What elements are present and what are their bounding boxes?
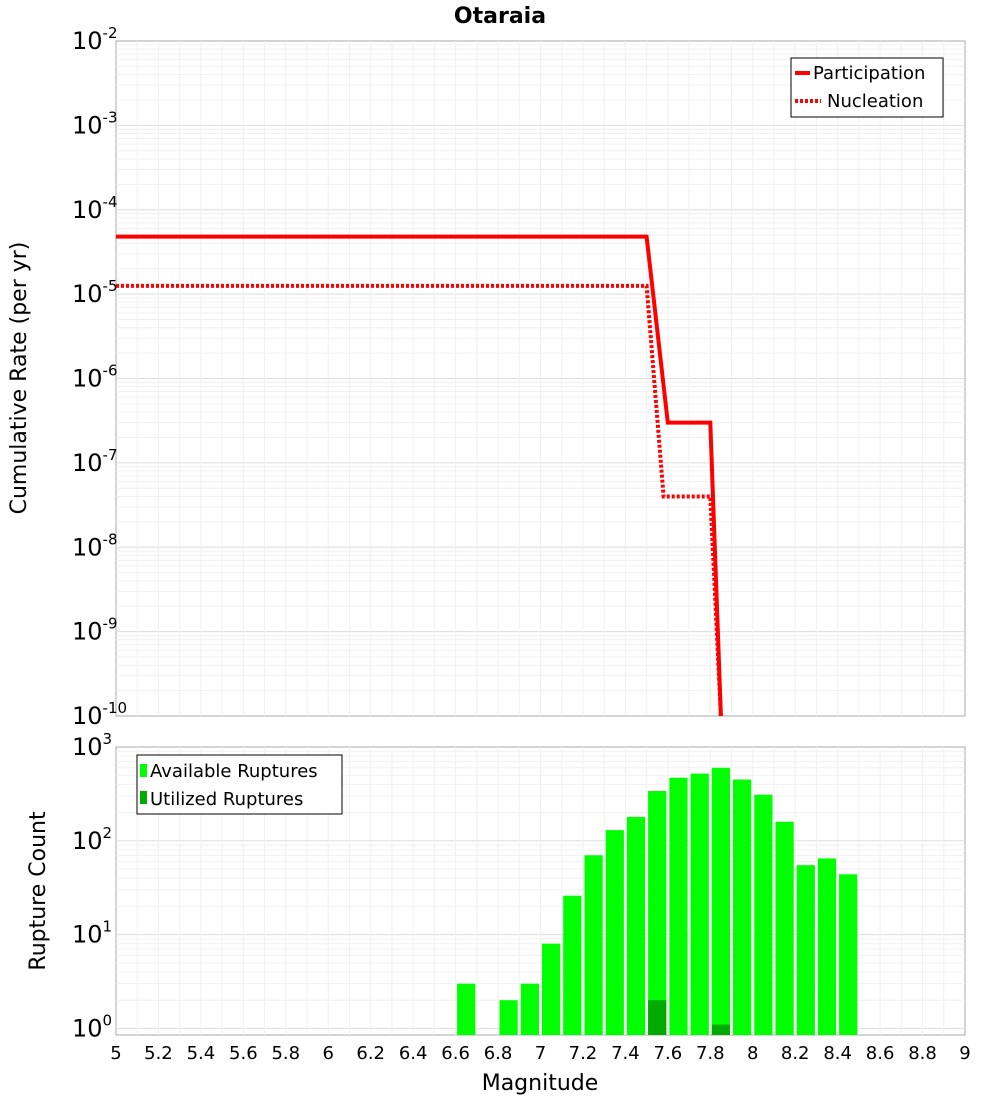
count-y-axis-label: Rupture Count <box>26 811 51 971</box>
chart-title: Otaraia <box>454 4 546 29</box>
bar-available-ruptures <box>690 773 709 1035</box>
x-tick-label: 6.6 <box>441 1043 470 1064</box>
count-y-tick-label: 102 <box>72 824 112 855</box>
x-tick-label: 8.2 <box>781 1043 810 1064</box>
legend-participation-label: Participation <box>813 63 925 84</box>
x-tick-label: 9 <box>959 1043 970 1064</box>
x-tick-label: 5 <box>110 1043 121 1064</box>
x-tick-label: 8.6 <box>866 1043 895 1064</box>
bar-available-ruptures <box>605 830 624 1035</box>
rate-legend-box <box>790 57 944 118</box>
rate-y-tick-label: 10-8 <box>72 530 118 561</box>
rate-series <box>116 234 723 717</box>
x-tick-label: 5.2 <box>144 1043 173 1064</box>
legend-nucleation-label: Nucleation <box>827 91 923 112</box>
count-y-ticks: 103 102 101 100 <box>72 730 112 1042</box>
count-bars <box>457 767 858 1035</box>
x-tick-label: 6.2 <box>356 1043 385 1064</box>
bar-available-ruptures <box>457 983 476 1035</box>
x-tick-label: 7.2 <box>569 1043 598 1064</box>
bar-available-ruptures <box>817 858 837 1035</box>
rate-y-tick-label: 10-6 <box>72 362 118 393</box>
x-tick-label: 8 <box>747 1043 758 1064</box>
x-tick-label: 5.8 <box>271 1043 300 1064</box>
rate-y-tick-label: 10-2 <box>72 24 118 55</box>
rate-y-tick-label: 10-4 <box>72 193 118 224</box>
bar-available-ruptures <box>563 895 582 1035</box>
bar-available-ruptures <box>626 816 646 1035</box>
count-y-tick-label: 100 <box>72 1011 112 1042</box>
x-tick-label: 8.4 <box>823 1043 852 1064</box>
bar-available-ruptures <box>754 794 773 1035</box>
x-tick-label: 8.8 <box>908 1043 937 1064</box>
x-tick-label: 6.8 <box>484 1043 513 1064</box>
legend-utilized-swatch <box>140 791 147 804</box>
bar-utilized-ruptures <box>648 1000 667 1035</box>
x-axis-label: Magnitude <box>482 1071 599 1096</box>
bar-available-ruptures <box>584 855 603 1035</box>
x-tick-label: 5.4 <box>187 1043 216 1064</box>
series-line-participation <box>116 234 723 717</box>
rate-y-tick-label: 10-5 <box>72 277 118 308</box>
bar-available-ruptures <box>839 874 858 1035</box>
bar-available-ruptures <box>520 983 539 1035</box>
bar-available-ruptures <box>542 943 561 1035</box>
rate-y-tick-label: 10-10 <box>72 699 127 730</box>
bar-available-ruptures <box>669 777 688 1035</box>
x-tick-label: 6 <box>323 1043 334 1064</box>
bar-available-ruptures <box>711 767 730 1035</box>
rate-y-tick-label: 10-9 <box>72 615 118 646</box>
bar-utilized-ruptures <box>711 1024 730 1035</box>
count-legend-box <box>136 754 343 815</box>
count-y-tick-label: 103 <box>72 730 112 761</box>
rate-gridlines <box>116 41 965 716</box>
rate-legend: Participation Nucleation <box>790 57 944 118</box>
rate-y-axis-label: Cumulative Rate (per yr) <box>7 242 32 515</box>
x-tick-label: 7.6 <box>654 1043 683 1064</box>
bar-available-ruptures <box>648 791 667 1035</box>
count-legend: Available Ruptures Utilized Ruptures <box>136 754 343 815</box>
count-panel: 103 102 101 100 5 5.2 5.4 5.6 5.8 6 6.2 6.4 6.6 6.8 7… <box>26 730 971 1096</box>
rate-y-tick-label: 10-7 <box>72 446 118 477</box>
series-line-nucleation <box>116 283 723 717</box>
x-tick-label: 7.4 <box>611 1043 640 1064</box>
x-tick-label: 7.8 <box>696 1043 725 1064</box>
count-x-ticks: 5 5.2 5.4 5.6 5.8 6 6.2 6.4 6.6 6.8 7 7.2 7.4 7.6 7.8 8… <box>110 1043 970 1064</box>
legend-utilized-label: Utilized Ruptures <box>150 789 303 810</box>
bar-available-ruptures <box>775 821 794 1035</box>
x-tick-label: 5.6 <box>229 1043 258 1064</box>
bar-available-ruptures <box>499 1000 518 1035</box>
bar-available-ruptures <box>733 779 752 1035</box>
bar-available-ruptures <box>796 865 815 1035</box>
x-tick-label: 7 <box>535 1043 546 1064</box>
count-y-tick-label: 101 <box>72 918 112 949</box>
rate-panel: 10-2 10-3 10-4 10-5 10-6 10-7 10-8 10-9 10-10 Cu… <box>7 24 966 730</box>
x-tick-label: 6.4 <box>399 1043 428 1064</box>
rate-y-ticks: 10-2 10-3 10-4 10-5 10-6 10-7 10-8 10-9 10-10 <box>72 24 127 730</box>
legend-available-label: Available Ruptures <box>150 761 318 782</box>
rate-y-tick-label: 10-3 <box>72 108 118 139</box>
legend-available-swatch <box>140 764 147 777</box>
